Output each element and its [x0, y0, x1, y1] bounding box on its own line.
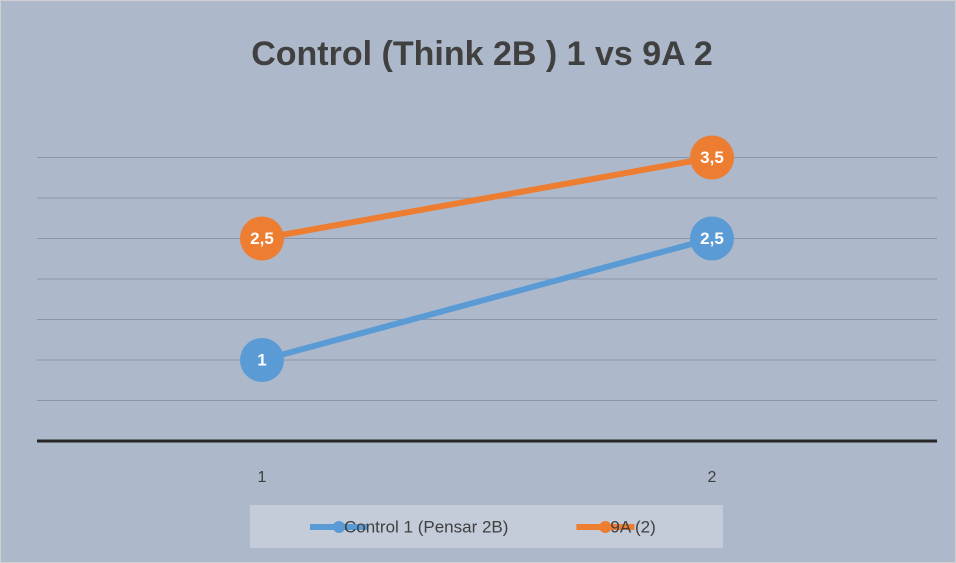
legend-swatch-marker: [333, 521, 345, 533]
series-line: [259, 154, 715, 242]
legend-swatch-marker: [599, 521, 612, 533]
x-tick-label: 2: [708, 469, 717, 486]
legend-label: Control 1 (Pensar 2B): [344, 517, 508, 536]
data-label: 3,5: [700, 148, 724, 167]
data-point: [690, 135, 734, 180]
x-tick-label: 1: [258, 469, 267, 486]
data-label: 1: [257, 350, 266, 369]
data-point: [690, 216, 734, 261]
data-label: 2,5: [700, 229, 724, 248]
series-line: [259, 235, 715, 363]
data-point: [240, 216, 284, 261]
legend-label: 9A (2): [610, 517, 655, 536]
chart-title: Control (Think 2B ) 1 vs 9A 2: [251, 35, 713, 73]
data-label: 2,5: [250, 229, 274, 248]
data-point: [240, 338, 284, 382]
